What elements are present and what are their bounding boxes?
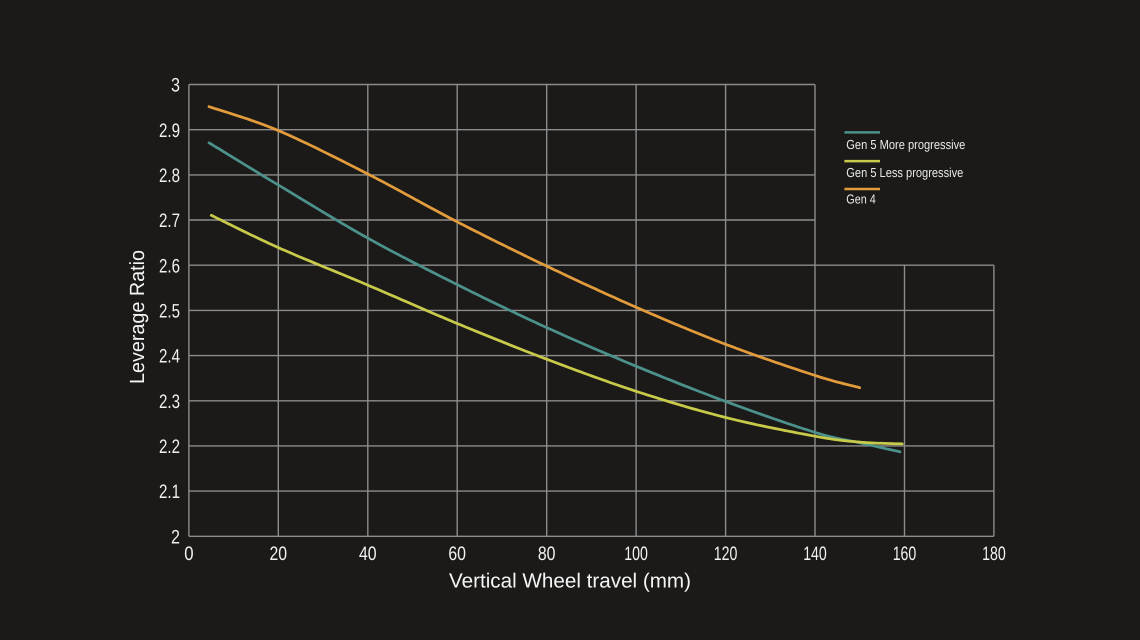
- svg-text:2.9: 2.9: [159, 120, 180, 142]
- svg-text:180: 180: [982, 543, 1006, 565]
- svg-text:2.6: 2.6: [159, 255, 180, 277]
- svg-text:Leverage Ratio: Leverage Ratio: [126, 250, 149, 384]
- svg-text:120: 120: [714, 543, 738, 565]
- svg-text:2.5: 2.5: [159, 301, 180, 323]
- svg-text:2.1: 2.1: [159, 481, 180, 503]
- svg-text:160: 160: [893, 543, 917, 565]
- svg-text:Vertical Wheel travel (mm): Vertical Wheel travel (mm): [449, 570, 691, 593]
- svg-text:140: 140: [803, 543, 827, 565]
- svg-text:2.7: 2.7: [159, 210, 180, 232]
- svg-text:40: 40: [359, 543, 377, 565]
- svg-text:0: 0: [184, 543, 193, 565]
- svg-text:2.8: 2.8: [159, 165, 180, 187]
- svg-text:Gen 5 More progressive: Gen 5 More progressive: [846, 137, 965, 152]
- svg-text:Gen 4: Gen 4: [846, 192, 876, 207]
- svg-text:100: 100: [624, 543, 648, 565]
- svg-text:3: 3: [171, 75, 180, 97]
- svg-text:2.3: 2.3: [159, 391, 180, 413]
- svg-text:2.4: 2.4: [159, 346, 180, 368]
- svg-text:Gen 5 Less progressive: Gen 5 Less progressive: [846, 165, 963, 180]
- svg-text:2: 2: [171, 526, 180, 548]
- svg-text:80: 80: [538, 543, 556, 565]
- svg-text:2.2: 2.2: [159, 436, 180, 458]
- svg-text:60: 60: [448, 543, 466, 565]
- svg-text:20: 20: [270, 543, 288, 565]
